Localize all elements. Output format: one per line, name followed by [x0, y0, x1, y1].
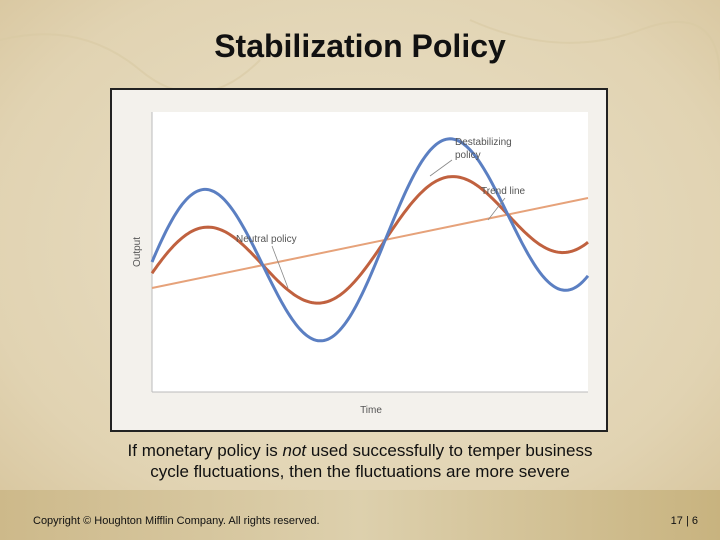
- x-axis-label: Time: [360, 405, 382, 416]
- output-over-time-figure: Destabilizing policy Trend line Neutral …: [132, 112, 590, 416]
- neutral-policy-curve: [150, 175, 589, 305]
- caption-emphasis: not: [282, 441, 307, 460]
- destabilizing-label-leader: [429, 159, 453, 177]
- trend-line: [151, 197, 589, 289]
- caption-line-2: cycle ﬂuctuations, then the ﬂuctuations …: [150, 462, 570, 481]
- figure-frame: Destabilizing policy Trend line Neutral …: [110, 88, 608, 432]
- caption-line-1: If monetary policy is not used successfu…: [60, 440, 660, 461]
- neutral-policy-label: Neutral policy: [236, 234, 297, 245]
- destabilizing-policy-curve: [150, 137, 590, 343]
- y-axis-label: Output: [132, 237, 143, 267]
- destabilizing-label-line2: policy: [455, 150, 481, 161]
- copyright-notice: Copyright © Houghton Mifflin Company. Al…: [33, 515, 320, 527]
- slide-title: Stabilization Policy: [214, 28, 506, 64]
- plot-area: [152, 112, 588, 392]
- trend-label-leader: [487, 197, 506, 221]
- destabilizing-label-line1: Destabilizing: [455, 137, 512, 148]
- slide-caption: If monetary policy is not used successfu…: [60, 440, 660, 482]
- neutral-label-leader: [271, 245, 289, 289]
- caption-line-1-start: If monetary policy is: [127, 441, 283, 460]
- page-number: 17 | 6: [670, 515, 698, 527]
- trend-line-label: Trend line: [481, 186, 526, 197]
- caption-line-1-end: used successfully to temper business: [306, 441, 593, 460]
